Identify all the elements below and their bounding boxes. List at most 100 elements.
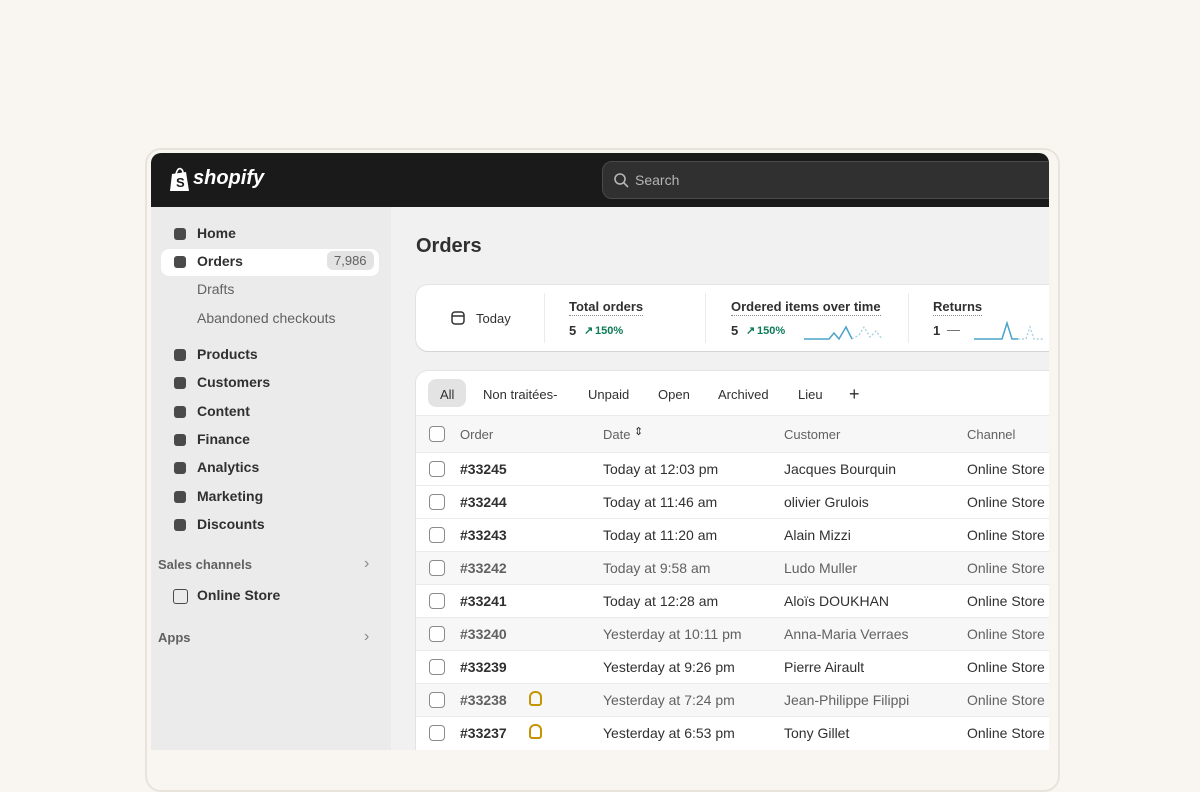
table-row[interactable] bbox=[416, 683, 1049, 717]
sidebar: Home Orders 7,986 Drafts Abandoned checkouts… bbox=[151, 207, 391, 750]
table-row[interactable] bbox=[416, 485, 1049, 519]
pin-icon bbox=[529, 724, 542, 739]
chevron: › bbox=[364, 555, 370, 572]
table-cell: #33245 bbox=[460, 461, 507, 477]
calendar-icon bbox=[451, 311, 465, 325]
nav-item[interactable]: Abandoned checkouts bbox=[197, 310, 336, 326]
table-cell: #33239 bbox=[460, 659, 507, 675]
checkbox[interactable] bbox=[429, 426, 445, 442]
nav-item[interactable]: Drafts bbox=[197, 281, 235, 297]
filter-tab[interactable]: All bbox=[440, 387, 455, 402]
table-cell: olivier Grulois bbox=[784, 494, 869, 510]
nav-icon bbox=[174, 228, 186, 240]
divider bbox=[705, 293, 706, 343]
chevron: › bbox=[364, 628, 370, 645]
metric-label[interactable]: Ordered items over time bbox=[731, 299, 881, 316]
table-cell: Online Store bbox=[967, 461, 1045, 477]
nav-icon bbox=[174, 491, 186, 503]
nav-icon bbox=[174, 462, 186, 474]
nav-item[interactable]: Content bbox=[197, 403, 250, 419]
tab-selected-bg bbox=[428, 379, 466, 407]
filter-tab[interactable]: Non traitées- bbox=[483, 387, 558, 402]
table-cell: Today at 12:03 pm bbox=[603, 461, 719, 477]
nav-item[interactable]: Customers bbox=[197, 374, 271, 390]
divider bbox=[908, 293, 909, 343]
column-header: Customer bbox=[784, 427, 841, 442]
table-row[interactable] bbox=[416, 551, 1049, 585]
table-row[interactable] bbox=[416, 584, 1049, 618]
filter-tab[interactable]: + bbox=[849, 384, 860, 404]
checkbox[interactable] bbox=[429, 593, 445, 609]
table-cell: #33241 bbox=[460, 593, 507, 609]
filter-tab[interactable]: Archived bbox=[718, 387, 769, 402]
filter-tab[interactable]: Unpaid bbox=[588, 387, 630, 402]
checkbox[interactable] bbox=[429, 626, 445, 642]
nav-item[interactable]: Orders bbox=[197, 253, 243, 269]
nav-item[interactable]: Products bbox=[197, 346, 258, 362]
table-row[interactable] bbox=[416, 650, 1049, 684]
nav-icon bbox=[174, 434, 186, 446]
sparkline bbox=[974, 320, 1044, 340]
table-cell: Tony Gillet bbox=[784, 725, 850, 741]
metric-change: 150% bbox=[757, 325, 786, 337]
metric-value: 1 bbox=[933, 323, 941, 338]
pin-icon bbox=[529, 691, 542, 706]
metric-value: 5 bbox=[731, 323, 739, 338]
nav-icon bbox=[174, 256, 186, 268]
search-box[interactable]: Search bbox=[602, 161, 1049, 199]
checkbox[interactable] bbox=[429, 725, 445, 741]
table-row[interactable] bbox=[416, 452, 1049, 486]
sort-icon: ⇕ bbox=[634, 426, 644, 438]
section-title: Sales channels bbox=[158, 557, 252, 572]
checkbox[interactable] bbox=[429, 659, 445, 675]
table-cell: Online Store bbox=[967, 494, 1045, 510]
table-row[interactable] bbox=[416, 518, 1049, 552]
period-button[interactable]: Today bbox=[476, 311, 511, 326]
svg-text:S: S bbox=[176, 175, 185, 190]
table-row[interactable] bbox=[416, 716, 1049, 750]
table-cell: Yesterday at 7:24 pm bbox=[603, 692, 735, 708]
metrics-bar: Today Total orders 5 ↗ 150% Ordered items ov… bbox=[416, 285, 1049, 351]
column-header: Order bbox=[460, 427, 494, 442]
trend-arrow: ↗ bbox=[584, 325, 594, 337]
logo-text: shopify bbox=[193, 167, 265, 189]
orders-table: All Non traitées- Unpaid Open Archived Lieu + O… bbox=[416, 371, 1049, 750]
nav-item[interactable]: Finance bbox=[197, 431, 250, 447]
metric-label[interactable]: Returns bbox=[933, 299, 983, 316]
table-cell: #33240 bbox=[460, 626, 507, 642]
filter-tab[interactable]: Lieu bbox=[798, 387, 823, 402]
metric-label[interactable]: Total orders bbox=[569, 299, 644, 316]
checkbox[interactable] bbox=[429, 560, 445, 576]
table-cell: Jean-Philippe Filippi bbox=[784, 692, 910, 708]
sparkline bbox=[804, 325, 883, 341]
metric-change: — bbox=[947, 322, 960, 337]
checkbox[interactable] bbox=[429, 461, 445, 477]
nav-item[interactable]: Marketing bbox=[197, 488, 264, 504]
table-cell: Online Store bbox=[967, 593, 1045, 609]
filter-tab[interactable]: Open bbox=[658, 387, 690, 402]
nav-item[interactable]: Analytics bbox=[197, 459, 260, 475]
nav-item[interactable]: Home bbox=[197, 225, 236, 241]
table-cell: Jacques Bourquin bbox=[784, 461, 897, 477]
nav-icon bbox=[174, 349, 186, 361]
section-title: Apps bbox=[158, 630, 191, 645]
table-row[interactable] bbox=[416, 617, 1049, 651]
nav-item[interactable]: Discounts bbox=[197, 516, 265, 532]
nav-icon bbox=[174, 377, 186, 389]
table-cell: Online Store bbox=[967, 527, 1045, 543]
table-cell: #33237 bbox=[460, 725, 507, 741]
nav-icon bbox=[173, 589, 188, 604]
checkbox[interactable] bbox=[429, 527, 445, 543]
table-cell: Online Store bbox=[967, 659, 1045, 675]
checkbox[interactable] bbox=[429, 494, 445, 510]
divider bbox=[544, 293, 545, 343]
nav-icon bbox=[174, 519, 186, 531]
table-cell: Alain Mizzi bbox=[784, 527, 851, 543]
admin-window: S shopify Search Home Orders 7,986 Drafts Ab… bbox=[151, 153, 1049, 750]
nav-icon bbox=[174, 406, 186, 418]
nav-badge: 7,986 bbox=[327, 251, 374, 270]
nav-item[interactable]: Online Store bbox=[197, 587, 281, 603]
trend-arrow: ↗ bbox=[746, 325, 756, 337]
checkbox[interactable] bbox=[429, 692, 445, 708]
search-icon bbox=[614, 173, 629, 188]
